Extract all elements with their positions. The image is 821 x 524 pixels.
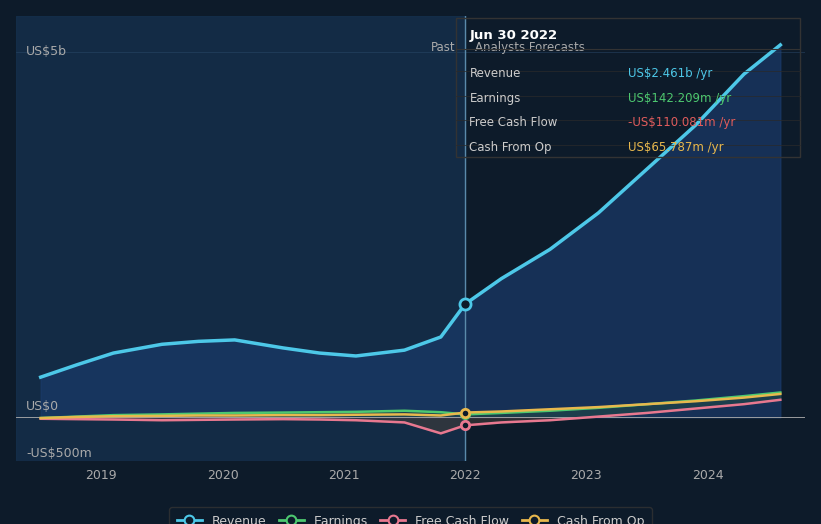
Text: Earnings: Earnings (470, 92, 521, 105)
Text: Analysts Forecasts: Analysts Forecasts (475, 41, 585, 54)
Text: -US$500m: -US$500m (26, 446, 92, 460)
Text: US$5b: US$5b (26, 45, 67, 58)
Text: Revenue: Revenue (470, 67, 521, 80)
Text: US$65.787m /yr: US$65.787m /yr (628, 140, 723, 154)
Text: US$0: US$0 (26, 400, 59, 413)
Text: Past: Past (431, 41, 456, 54)
Text: US$142.209m /yr: US$142.209m /yr (628, 92, 732, 105)
Text: -US$110.081m /yr: -US$110.081m /yr (628, 116, 736, 128)
Text: US$2.461b /yr: US$2.461b /yr (628, 67, 713, 80)
Bar (16, 16, 465, 461)
Text: Jun 30 2022: Jun 30 2022 (470, 29, 557, 42)
Legend: Revenue, Earnings, Free Cash Flow, Cash From Op: Revenue, Earnings, Free Cash Flow, Cash … (169, 507, 652, 524)
Text: Free Cash Flow: Free Cash Flow (470, 116, 557, 128)
Text: Cash From Op: Cash From Op (470, 140, 552, 154)
